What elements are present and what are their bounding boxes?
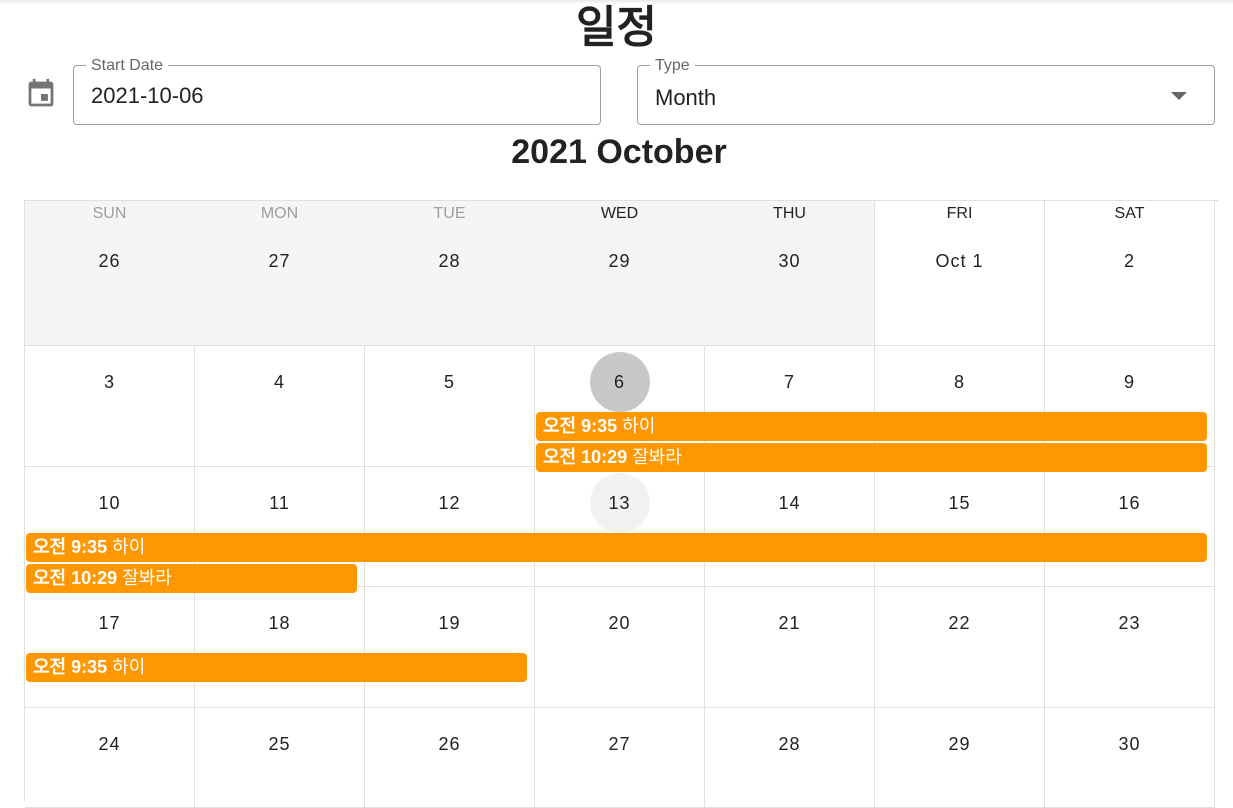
day-number[interactable]: 19 bbox=[438, 613, 461, 633]
day-cell[interactable]: 29 bbox=[875, 708, 1045, 808]
day-number[interactable]: 14 bbox=[778, 493, 801, 513]
day-number[interactable]: 7 bbox=[783, 372, 795, 392]
event-time: 오전 9:35 bbox=[33, 657, 108, 677]
day-number[interactable]: 16 bbox=[1118, 493, 1141, 513]
day-number[interactable]: 2 bbox=[1123, 251, 1135, 271]
day-cell[interactable]: 13 bbox=[535, 467, 705, 587]
type-label: Type bbox=[650, 57, 695, 75]
page-title: 일정 bbox=[576, 2, 657, 53]
day-number[interactable]: 28 bbox=[778, 734, 801, 754]
day-cell[interactable]: 16 bbox=[1045, 467, 1215, 587]
calendar-event[interactable]: 오전 9:35 하이 bbox=[536, 412, 1207, 441]
start-date-field[interactable]: Start Date 2021-10-06 bbox=[73, 57, 601, 125]
day-number[interactable]: 3 bbox=[103, 372, 115, 392]
day-number[interactable]: 4 bbox=[273, 372, 285, 392]
day-cell[interactable]: 23 bbox=[1045, 587, 1215, 708]
day-number[interactable]: 22 bbox=[948, 613, 971, 633]
app-bar-shadow bbox=[0, 0, 1233, 4]
day-number[interactable]: 26 bbox=[98, 251, 121, 271]
calendar-icon[interactable] bbox=[26, 78, 56, 110]
day-number[interactable]: 11 bbox=[269, 493, 290, 513]
day-cell[interactable]: TUE 28 bbox=[365, 201, 535, 346]
event-title: 잘봐라 bbox=[122, 568, 172, 588]
day-number[interactable]: 26 bbox=[438, 734, 461, 754]
day-number[interactable]: 15 bbox=[948, 493, 971, 513]
day-number[interactable]: 12 bbox=[438, 493, 461, 513]
event-title: 하이 bbox=[622, 416, 656, 436]
day-cell[interactable]: FRI Oct 1 bbox=[875, 201, 1045, 346]
type-selected-value[interactable]: Month bbox=[655, 85, 717, 110]
day-cell[interactable]: 19 bbox=[365, 587, 535, 708]
day-cell[interactable]: SUN 26 bbox=[25, 201, 195, 346]
day-number[interactable]: 25 bbox=[268, 734, 291, 754]
day-cell[interactable]: 3 bbox=[25, 346, 195, 467]
day-cell[interactable]: 22 bbox=[875, 587, 1045, 708]
calendar-event[interactable]: 오전 9:35 하이 bbox=[26, 653, 527, 682]
day-number[interactable]: 29 bbox=[948, 734, 971, 754]
day-cell[interactable]: 5 bbox=[365, 346, 535, 467]
day-number[interactable]: 17 bbox=[98, 613, 121, 633]
day-cell[interactable]: 4 bbox=[195, 346, 365, 467]
day-number[interactable]: 20 bbox=[608, 613, 631, 633]
day-cell[interactable]: WED 29 bbox=[535, 201, 705, 346]
day-number[interactable]: 27 bbox=[608, 734, 631, 754]
calendar-event[interactable]: 오전 9:35 하이 bbox=[26, 533, 1207, 562]
type-select[interactable]: Type Month bbox=[637, 57, 1215, 125]
day-cell[interactable]: 25 bbox=[195, 708, 365, 808]
day-cell[interactable]: 15 bbox=[875, 467, 1045, 587]
event-time: 오전 10:29 bbox=[543, 447, 628, 467]
day-cell[interactable]: 24 bbox=[25, 708, 195, 808]
event-time: 오전 9:35 bbox=[33, 537, 108, 557]
day-cell[interactable]: 28 bbox=[705, 708, 875, 808]
dropdown-arrow-icon[interactable] bbox=[1171, 92, 1187, 100]
day-number[interactable]: 28 bbox=[438, 251, 461, 271]
day-number[interactable]: 30 bbox=[1118, 734, 1141, 754]
calendar-event[interactable]: 오전 10:29 잘봐라 bbox=[536, 443, 1207, 472]
weekday-header: THU bbox=[773, 205, 806, 222]
day-cell[interactable]: 18 bbox=[195, 587, 365, 708]
day-number[interactable]: 27 bbox=[268, 251, 291, 271]
day-number[interactable]: Oct 1 bbox=[935, 251, 984, 271]
day-cell[interactable]: 27 bbox=[535, 708, 705, 808]
day-number[interactable]: 24 bbox=[98, 734, 121, 754]
event-time: 오전 10:29 bbox=[33, 568, 118, 588]
day-cell[interactable]: 17 bbox=[25, 587, 195, 708]
weekday-header: MON bbox=[260, 205, 299, 222]
day-cell[interactable]: 30 bbox=[1045, 708, 1215, 808]
weekday-header: FRI bbox=[946, 205, 973, 222]
weekday-header: TUE bbox=[433, 205, 466, 222]
day-cell[interactable]: 12 bbox=[365, 467, 535, 587]
event-title: 잘봐라 bbox=[632, 447, 682, 467]
calendar-event[interactable]: 오전 10:29 잘봐라 bbox=[26, 564, 357, 593]
event-title: 하이 bbox=[112, 537, 146, 557]
weekday-header: WED bbox=[600, 205, 639, 222]
day-cell[interactable]: MON 27 bbox=[195, 201, 365, 346]
start-date-value[interactable]: 2021-10-06 bbox=[91, 83, 204, 108]
day-cell[interactable]: 20 bbox=[535, 587, 705, 708]
day-number[interactable]: 21 bbox=[778, 613, 801, 633]
day-number[interactable]: 18 bbox=[268, 613, 291, 633]
month-calendar: SUN 26 MON 27 TUE 28 WED 29 THU 30 FRI O… bbox=[24, 200, 1218, 808]
event-time: 오전 9:35 bbox=[543, 416, 618, 436]
day-number[interactable]: 23 bbox=[1118, 613, 1141, 633]
event-title: 하이 bbox=[112, 657, 146, 677]
day-cell[interactable]: THU 30 bbox=[705, 201, 875, 346]
day-number[interactable]: 9 bbox=[1123, 372, 1135, 392]
month-title: 2021 October bbox=[511, 133, 727, 171]
day-number[interactable]: 5 bbox=[443, 372, 455, 392]
weekday-header: SAT bbox=[1114, 205, 1145, 222]
start-date-label: Start Date bbox=[86, 57, 169, 75]
day-cell[interactable]: 26 bbox=[365, 708, 535, 808]
day-number[interactable]: 29 bbox=[608, 251, 631, 271]
day-cell[interactable]: 14 bbox=[705, 467, 875, 587]
day-number[interactable]: 30 bbox=[778, 251, 801, 271]
today-day-number[interactable]: 6 bbox=[589, 352, 650, 412]
day-number[interactable]: 8 bbox=[953, 372, 965, 392]
weekday-header: SUN bbox=[92, 205, 127, 222]
day-number[interactable]: 13 bbox=[589, 473, 650, 533]
day-cell[interactable]: SAT 2 bbox=[1045, 201, 1215, 346]
day-number[interactable]: 10 bbox=[98, 493, 121, 513]
day-cell[interactable]: 21 bbox=[705, 587, 875, 708]
